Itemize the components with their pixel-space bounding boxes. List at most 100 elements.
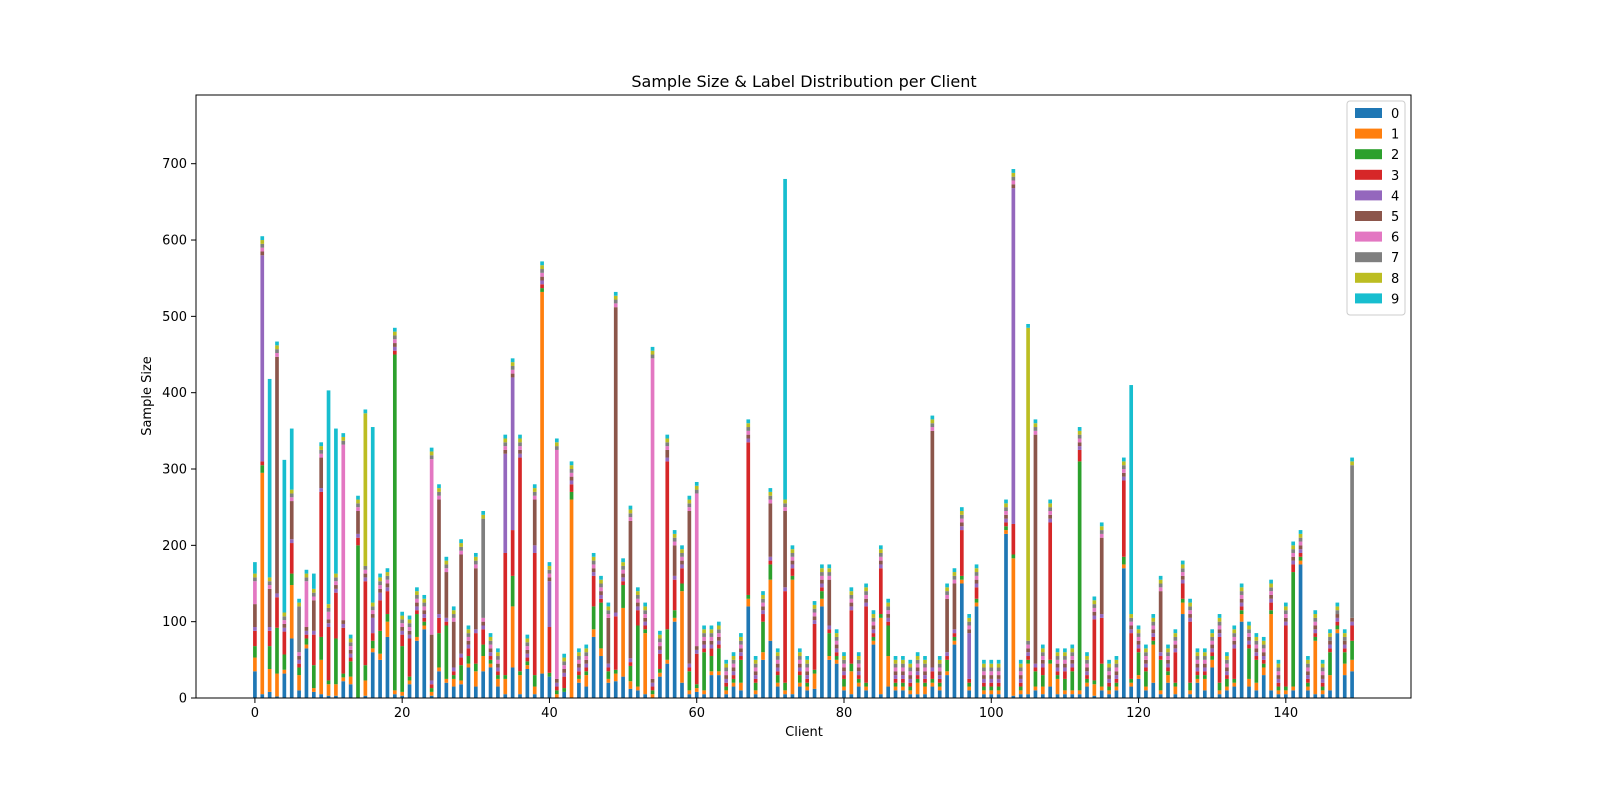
- bar-segment-label-2: [694, 684, 699, 689]
- bar-segment-label-9: [275, 341, 279, 346]
- bar-segment-label-8: [473, 556, 478, 561]
- bar-segment-label-0: [341, 681, 346, 698]
- bar-segment-label-9: [547, 562, 552, 566]
- bar-segment-label-7: [591, 560, 596, 565]
- bar-segment-label-9: [1239, 583, 1244, 588]
- bar-segment-label-8: [496, 652, 500, 657]
- bar-segment-label-7: [1092, 604, 1097, 608]
- x-tick-label: 0: [251, 706, 259, 721]
- x-tick-label: 40: [541, 706, 558, 721]
- bar-segment-label-5: [540, 276, 544, 281]
- bar-segment-label-0: [1033, 690, 1038, 698]
- bar-segment-label-7: [915, 659, 920, 664]
- bar-segment-label-3: [908, 682, 913, 687]
- bar-segment-label-9: [1026, 323, 1030, 328]
- bar-segment-label-1: [680, 591, 684, 683]
- bar-segment-label-6: [1040, 656, 1045, 660]
- bar-segment-label-7: [1063, 656, 1067, 660]
- bar-segment-label-7: [1026, 640, 1030, 645]
- bar-segment-label-3: [1320, 682, 1325, 687]
- bar-segment-label-1: [459, 680, 463, 685]
- bar-segment-label-1: [422, 625, 427, 630]
- bar-segment-label-2: [1004, 526, 1008, 531]
- bar-segment-label-8: [650, 350, 655, 355]
- bar-segment-label-5: [415, 602, 419, 607]
- bar-segment-label-1: [1320, 690, 1325, 695]
- bar-segment-label-4: [680, 564, 684, 569]
- bar-segment-label-4: [908, 678, 913, 683]
- bar-segment-label-6: [606, 614, 611, 618]
- bar-segment-label-6: [724, 671, 729, 676]
- bar-segment-label-6: [974, 575, 979, 580]
- bar-segment-label-7: [820, 572, 824, 576]
- bar-segment-label-3: [856, 675, 861, 679]
- bar-segment-label-1: [893, 686, 898, 691]
- bar-segment-label-2: [1099, 663, 1104, 687]
- bar-segment-label-0: [687, 694, 692, 698]
- bar-segment-label-2: [319, 636, 324, 660]
- bar-segment-label-0: [1306, 690, 1310, 698]
- bar-segment-label-5: [422, 610, 427, 615]
- bar-segment-label-6: [783, 507, 787, 511]
- bar-segment-label-2: [532, 675, 537, 687]
- bar-segment-label-4: [658, 649, 662, 654]
- bar-segment-label-3: [1342, 648, 1347, 653]
- bar-segment-label-9: [1247, 621, 1251, 626]
- bar-segment-label-9: [267, 378, 272, 578]
- bar-segment-label-1: [1342, 663, 1347, 676]
- bar-segment-label-9: [716, 621, 721, 626]
- bar-segment-label-9: [746, 419, 751, 424]
- bar-segment-label-9: [518, 434, 522, 439]
- bar-segment-label-8: [1129, 614, 1134, 618]
- bar-segment-label-7: [613, 299, 618, 304]
- bar-segment-label-2: [1107, 686, 1111, 691]
- bar-segment-label-5: [1291, 556, 1296, 561]
- bar-segment-label-2: [989, 686, 994, 691]
- bar-segment-label-5: [451, 621, 456, 668]
- bar-segment-label-1: [871, 640, 876, 645]
- bar-segment-label-6: [1232, 636, 1237, 641]
- bar-segment-label-5: [716, 636, 721, 641]
- bar-segment-label-1: [1298, 560, 1303, 565]
- bar-segment-label-3: [577, 671, 581, 676]
- bar-segment-label-2: [392, 354, 397, 691]
- bar-segment-label-0: [429, 695, 434, 698]
- bar-segment-label-5: [473, 568, 478, 630]
- bar-segment-label-0: [1328, 690, 1332, 698]
- bar-segment-label-9: [908, 659, 913, 664]
- bar-segment-label-9: [945, 583, 949, 588]
- bar-segment-label-1: [1085, 682, 1089, 687]
- bar-segment-label-0: [1158, 694, 1163, 698]
- bar-segment-label-8: [1136, 629, 1141, 634]
- bar-segment-label-9: [606, 602, 611, 607]
- bar-segment-label-5: [702, 640, 706, 645]
- bar-segment-label-5: [1269, 594, 1273, 599]
- bar-segment-label-4: [687, 663, 692, 668]
- bar-segment-label-3: [1225, 675, 1229, 679]
- bar-segment-label-7: [989, 667, 994, 672]
- bar-segment-label-5: [437, 499, 441, 615]
- bar-segment-label-2: [407, 676, 412, 681]
- bar-segment-label-0: [547, 676, 552, 698]
- bar-segment-label-4: [1298, 549, 1303, 553]
- bar-segment-label-1: [1151, 644, 1156, 683]
- bar-segment-label-5: [820, 579, 824, 584]
- bar-segment-label-9: [415, 587, 419, 592]
- bar-segment-label-8: [429, 451, 434, 456]
- bar-segment-label-3: [363, 581, 368, 666]
- bar-segment-label-8: [820, 568, 824, 573]
- bar-segment-label-8: [1283, 606, 1288, 611]
- bar-segment-label-1: [1158, 690, 1163, 695]
- bar-segment-label-7: [562, 661, 567, 666]
- bar-segment-label-9: [1269, 579, 1273, 584]
- bar-segment-label-4: [915, 671, 920, 676]
- bar-segment-label-2: [562, 688, 567, 692]
- bar-segment-label-7: [363, 565, 368, 570]
- bar-segment-label-8: [783, 499, 787, 504]
- bar-segment-label-2: [716, 648, 721, 672]
- bar-segment-label-1: [1173, 686, 1178, 695]
- bar-segment-label-3: [488, 656, 493, 660]
- bar-segment-label-6: [334, 581, 338, 586]
- bar-segment-label-0: [562, 691, 567, 698]
- bar-segment-label-9: [937, 656, 942, 660]
